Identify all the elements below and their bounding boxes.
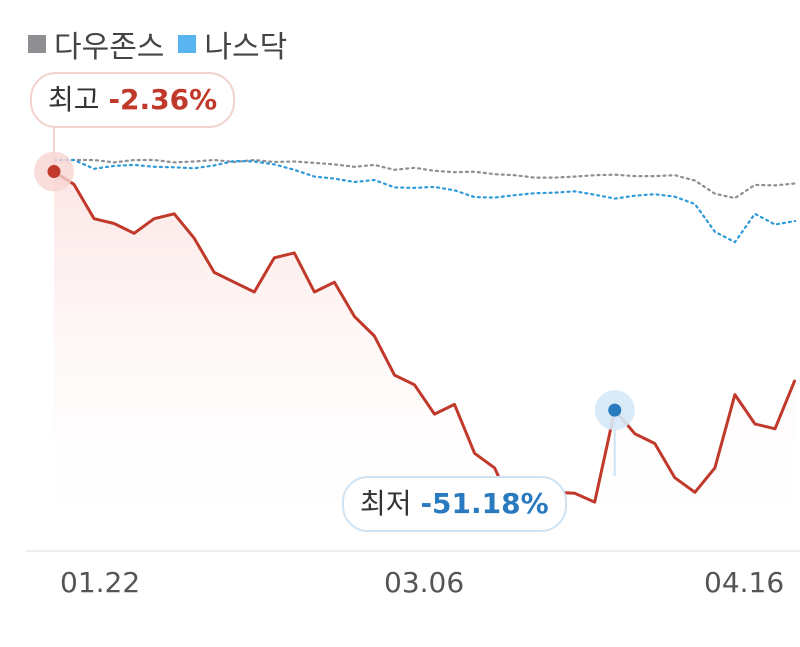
legend-item-nasdaq[interactable]: 나스닥 xyxy=(178,22,287,66)
legend-label-dow: 다우존스 xyxy=(54,30,165,65)
series-line-main xyxy=(53,170,797,514)
high-callout-label: 최고 xyxy=(48,83,100,116)
main-series-area xyxy=(54,171,795,551)
high-callout: 최고 -2.36% xyxy=(30,72,236,128)
x-tick-label: 04.16 xyxy=(704,566,785,599)
series-line-dow xyxy=(52,158,797,200)
high-callout-value: -2.36% xyxy=(108,83,218,116)
low-point-marker[interactable] xyxy=(608,403,622,417)
legend-label-nasdaq: 나스닥 xyxy=(204,30,288,65)
low-callout-value: -51.18% xyxy=(420,487,549,520)
legend-item-dow[interactable]: 다우존스 xyxy=(28,22,164,66)
x-tick-label: 01.22 xyxy=(60,566,141,599)
low-callout: 최저 -51.18% xyxy=(342,476,567,532)
high-point-marker[interactable] xyxy=(47,165,61,179)
legend-swatch-dow-icon xyxy=(28,35,46,53)
x-tick-label: 03.06 xyxy=(384,566,465,599)
series-line-nasdaq xyxy=(52,158,797,244)
legend-swatch-nasdaq-icon xyxy=(178,35,197,53)
low-callout-label: 최저 xyxy=(360,487,412,520)
legend: 다우존스 나스닥 xyxy=(28,22,287,66)
